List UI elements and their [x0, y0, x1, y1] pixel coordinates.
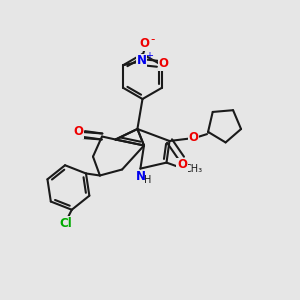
Text: N: N	[135, 170, 146, 184]
Text: CH₃: CH₃	[184, 164, 202, 174]
Text: +: +	[145, 51, 153, 61]
Text: H: H	[144, 175, 152, 185]
Text: Cl: Cl	[59, 217, 72, 230]
Text: O: O	[188, 131, 199, 144]
Text: O: O	[177, 158, 187, 172]
Text: -: -	[151, 33, 155, 46]
Text: O: O	[140, 37, 150, 50]
Text: N: N	[136, 54, 147, 67]
Text: O: O	[74, 125, 84, 138]
Text: O: O	[158, 57, 169, 70]
